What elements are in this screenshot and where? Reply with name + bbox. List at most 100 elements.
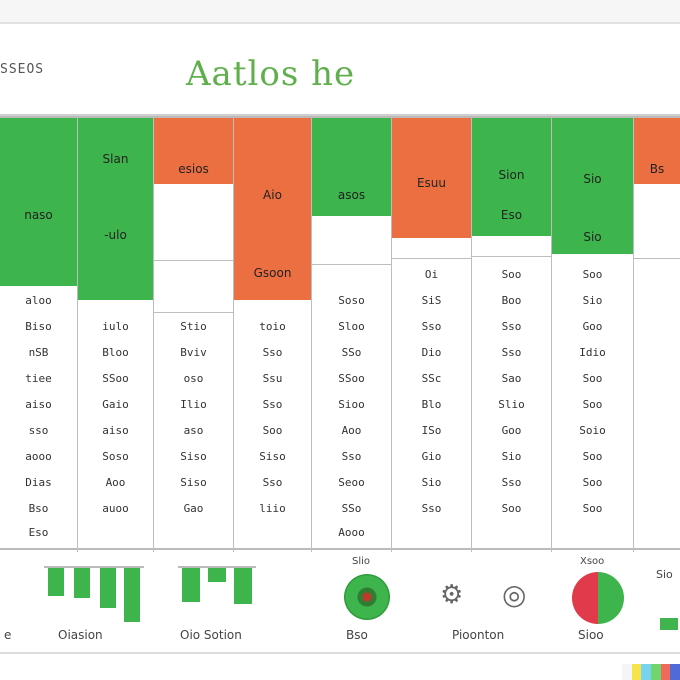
table-cell: Sloo (338, 320, 365, 333)
table-cell: Dias (25, 476, 52, 489)
column-4[interactable]: asos Soso Sloo SSo SSoo Sioo Aoo Sso Seo… (312, 118, 392, 552)
mini-bar (182, 568, 200, 602)
table-cell: SSc (421, 372, 442, 385)
footer-panel: e Oiasion Oio Sotion Slio Bso ⚙ ◎ Pioont… (0, 552, 680, 652)
table-cell: Aoo (341, 424, 362, 437)
column-5[interactable]: Esuu Oi SiS Sso Dio SSc Blo ISo Gio Sio … (392, 118, 472, 552)
color-strip (622, 664, 680, 680)
table-cell: Sso (501, 476, 522, 489)
table-cell: SSoo (338, 372, 365, 385)
chart2-label: Oio Sotion (180, 628, 242, 642)
table-cell: Siso (180, 450, 207, 463)
mini-chart-rule (44, 566, 144, 568)
donut2-label: Sioo (578, 628, 604, 642)
table-cell: Sio (501, 450, 522, 463)
table-cell: SSo (341, 346, 362, 359)
donut2-caption: Xsoo (580, 556, 605, 567)
table-cell: nSB (28, 346, 49, 359)
table-cell: Sso (421, 320, 442, 333)
table-cell: aooo (25, 450, 52, 463)
table-cell: Bloo (102, 346, 129, 359)
column-header-label: Sion (498, 168, 525, 182)
mini-bar (660, 618, 678, 630)
table-cell: Sao (501, 372, 522, 385)
header: SSEOS Aatlos he (0, 24, 680, 116)
column-header-label: Slan (102, 152, 129, 166)
column-sub-label: Gsoon (253, 266, 292, 280)
table-cell: Sio (582, 294, 603, 307)
table-cell: Soo (582, 450, 603, 463)
column-header-block (78, 118, 153, 300)
column-header-block (312, 118, 391, 216)
table-cell: Siso (259, 450, 286, 463)
mini-bar (48, 568, 64, 596)
column-7[interactable]: Sio Sio Soo Sio Goo Idio Soo Soo Soio So… (552, 118, 634, 552)
column-header-label: Sio (583, 172, 602, 186)
table-cell: Aooo (338, 526, 365, 539)
settings-tool-icon[interactable]: ⚙ (440, 580, 464, 610)
red-green-donut-icon[interactable] (572, 572, 624, 624)
page-title: Aatlos he (186, 54, 356, 94)
column-2[interactable]: esios Stio Bviv oso Ilio aso Siso Siso G… (154, 118, 234, 552)
table-cell: Biso (25, 320, 52, 333)
column-8[interactable]: Bs (634, 118, 680, 552)
table-cell: aso (183, 424, 204, 437)
column-header-label: asos (337, 188, 366, 202)
column-header-label: Aio (263, 188, 282, 202)
table-cell: tiee (25, 372, 52, 385)
column-sub-label: Sio (583, 230, 602, 244)
table-cell: Sso (501, 320, 522, 333)
column-1[interactable]: Slan -ulo iulo Bloo SSoo Gaio aiso Soso … (78, 118, 154, 552)
table-cell: Bviv (180, 346, 207, 359)
right-label: Sio (656, 568, 673, 581)
table-cell: Gao (183, 502, 204, 515)
table-cell: iulo (102, 320, 129, 333)
table-cell: Ilio (180, 398, 207, 411)
column-header-label: esios (178, 162, 209, 176)
column-header-block (0, 118, 77, 286)
table-cell: Soo (582, 372, 603, 385)
row-divider (154, 260, 233, 261)
row-divider (312, 264, 391, 265)
table-cell: Aoo (105, 476, 126, 489)
table-cell: Sioo (338, 398, 365, 411)
column-header-label: Bs (649, 162, 665, 176)
table-cell: Sso (341, 450, 362, 463)
footer-left-label: e (4, 628, 12, 642)
column-header-label: naso (24, 208, 53, 222)
table-cell: Soo (582, 502, 603, 515)
table-cell: Dio (421, 346, 442, 359)
table-cell: Gaio (102, 398, 129, 411)
table-cell: Sso (262, 476, 283, 489)
column-header-block (634, 118, 680, 184)
table-cell: Soo (501, 268, 522, 281)
mini-bar (74, 568, 90, 598)
row-divider (634, 258, 680, 259)
table-cell: Sso (262, 398, 283, 411)
globe-icon[interactable]: ◎ (502, 578, 527, 611)
column-6[interactable]: Sion Eso Soo Boo Sso Sso Sao Slio Goo Si… (472, 118, 552, 552)
table-cell: Bso (28, 502, 49, 515)
table-cell: aloo (25, 294, 52, 307)
data-grid: naso aloo Biso nSB tiee aiso sso aooo Di… (0, 116, 680, 552)
table-cell: Soso (102, 450, 129, 463)
table-cell: aiso (102, 424, 129, 437)
green-donut-icon[interactable] (344, 574, 390, 620)
table-cell: Goo (582, 320, 603, 333)
table-cell: Stio (180, 320, 207, 333)
brand-label: SSEOS (0, 62, 45, 77)
table-cell: Eso (28, 526, 49, 539)
column-3[interactable]: Aio Gsoon toio Sso Ssu Sso Soo Siso Sso … (234, 118, 312, 552)
table-cell: Siso (180, 476, 207, 489)
donut1-caption: Slio (352, 556, 371, 567)
top-bar (0, 0, 680, 22)
mini-bar (208, 568, 226, 582)
table-cell: SSoo (102, 372, 129, 385)
table-cell: Soo (262, 424, 283, 437)
table-cell: Ssu (262, 372, 283, 385)
table-cell: Soo (501, 502, 522, 515)
row-divider (392, 258, 471, 259)
table-cell: Idio (579, 346, 606, 359)
mini-bar (234, 568, 252, 604)
column-0[interactable]: naso aloo Biso nSB tiee aiso sso aooo Di… (0, 118, 78, 552)
